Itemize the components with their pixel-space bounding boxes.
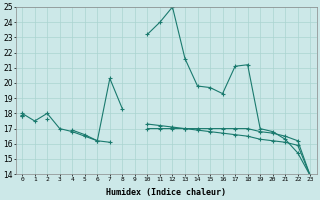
X-axis label: Humidex (Indice chaleur): Humidex (Indice chaleur)	[106, 188, 226, 197]
